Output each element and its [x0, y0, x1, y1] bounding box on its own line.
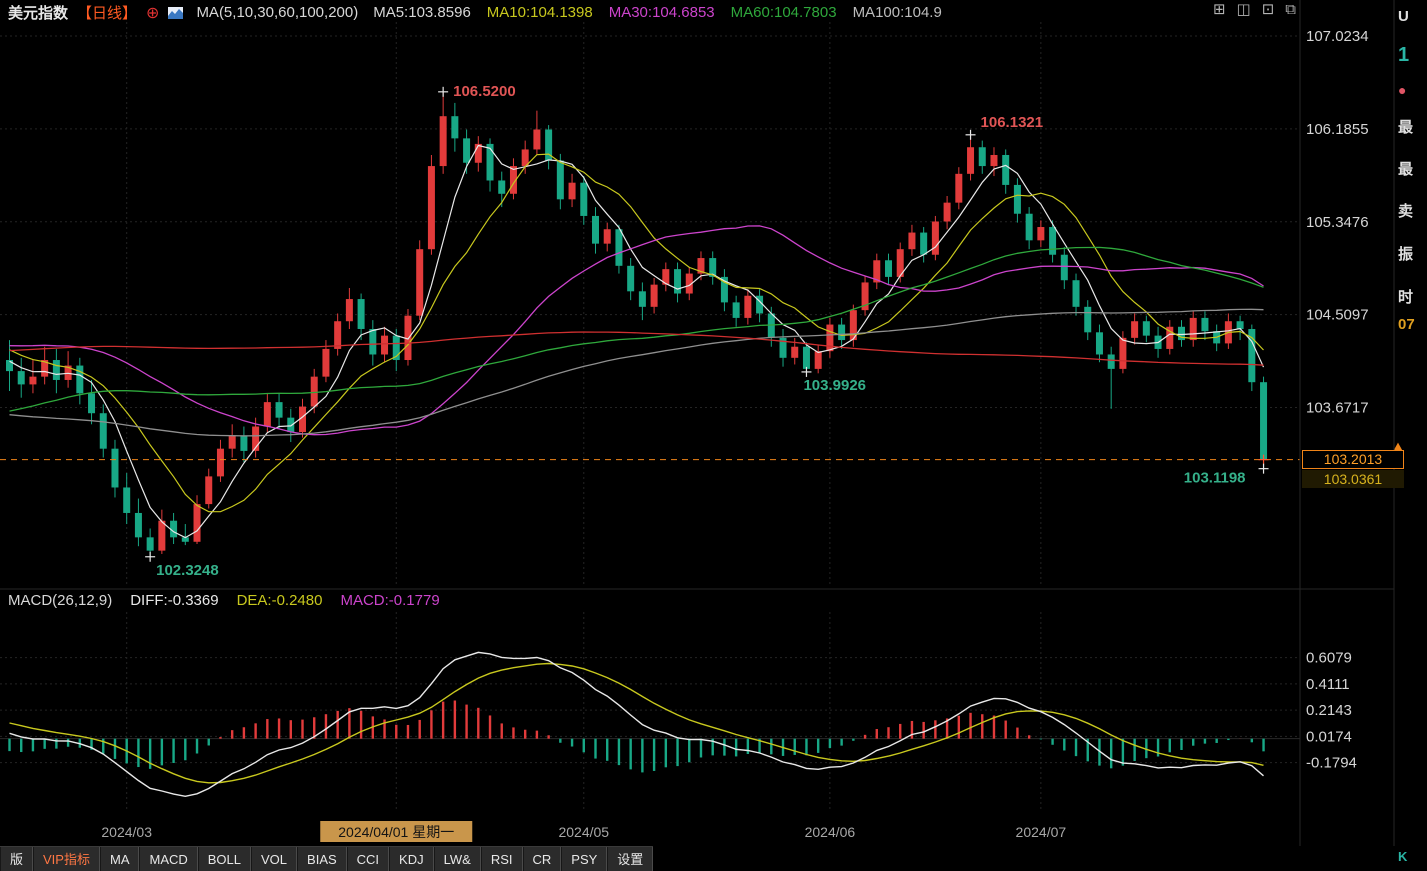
main-y-axis-label: 105.3476: [1306, 214, 1369, 231]
current-price-label: 103.2013: [1302, 449, 1404, 469]
chart-header: 美元指数 【日线】 ⊕ MA(5,10,30,60,100,200) MA5:1…: [8, 2, 942, 23]
single-layout-icon[interactable]: ⊡: [1261, 1, 1275, 18]
macd-y-axis-label: 0.6079: [1306, 650, 1352, 667]
toolbar-item-BIAS[interactable]: BIAS: [297, 847, 347, 871]
macd-header: MACD(26,12,9) DIFF:-0.3369 DEA:-0.2480 M…: [8, 592, 440, 609]
ma-line-30: [9, 225, 1264, 436]
toolbar-item-设置[interactable]: 设置: [607, 847, 654, 871]
candles-layer: [6, 91, 1268, 557]
quote-panel-item: 最: [1398, 119, 1414, 136]
quote-side-panel: U 1 ● 最最卖振时 07 K: [1398, 0, 1427, 871]
toolbar-item-PSY[interactable]: PSY: [561, 847, 608, 871]
indicator-toolbar: 版 VIP指标 MA MACD BOLL VOL BIAS CCI KDJ LW& RSI CR PSY…: [0, 846, 654, 871]
price-annotation: 103.9926: [803, 377, 866, 394]
price-annotation: 102.3248: [156, 562, 219, 579]
toolbar-item-VOL[interactable]: VOL: [251, 847, 298, 871]
diff-line: [9, 651, 1264, 798]
selected-date-highlight: [320, 821, 473, 842]
toolbar-item-CCI[interactable]: CCI: [346, 847, 390, 871]
toolbar-item-RSI[interactable]: RSI: [480, 847, 523, 871]
x-axis-label: 2024/07: [1016, 824, 1067, 840]
quote-panel-item: 1: [1398, 44, 1410, 66]
ma-line-60: [9, 246, 1264, 412]
macd-params-label: MACD(26,12,9): [8, 592, 113, 609]
ma-legend-MA30: MA30:104.6853: [608, 4, 715, 21]
toolbar-item-LW&[interactable]: LW&: [433, 847, 481, 871]
x-axis-label-selected: 2024/04/01 星期一: [338, 824, 454, 840]
quote-panel-item: 最: [1398, 161, 1414, 178]
quote-panel-item: K: [1398, 849, 1408, 864]
gridlines: [0, 22, 1300, 812]
mini-chart-icon[interactable]: [168, 6, 184, 19]
quote-panel-item: U: [1398, 8, 1409, 25]
quote-panel-item: 卖: [1398, 203, 1414, 220]
main-y-axis-label: 106.1855: [1306, 121, 1369, 138]
macd-diff-value: DIFF:-0.3369: [130, 592, 219, 609]
ma-line-5: [9, 144, 1265, 539]
split-layout-icon[interactable]: ◫: [1236, 1, 1251, 18]
price-arrow-icon: [1393, 442, 1403, 452]
ma-legend-MA10: MA10:104.1398: [486, 4, 593, 21]
ma-legend-MA5: MA5:103.8596: [373, 4, 471, 21]
macd-y-axis-label: 0.4111: [1306, 676, 1350, 693]
ma-line-10: [9, 153, 1264, 513]
ma-legend-values: MA5:103.8596 MA10:104.1398 MA30:104.6853 MA…: [373, 4, 942, 21]
macd-y-axis-label: 0.0174: [1306, 728, 1352, 745]
toolbar-item-CR[interactable]: CR: [522, 847, 562, 871]
symbol-name: 美元指数: [8, 5, 69, 22]
toolbar-item-KDJ[interactable]: KDJ: [389, 847, 434, 871]
main-y-axis-label: 103.6717: [1306, 399, 1369, 416]
main-y-axis-label: 104.5097: [1306, 307, 1369, 324]
toolbar-item-VIP指标[interactable]: VIP指标: [33, 847, 100, 871]
prev-close-label: 103.0361: [1302, 469, 1404, 488]
macd-layer: [8, 651, 1265, 798]
price-annotation: 106.5200: [453, 83, 516, 100]
ma-line-200: [9, 331, 1264, 366]
grid-layout-icon[interactable]: ⊞: [1212, 1, 1226, 18]
popout-icon[interactable]: ⧉: [1285, 1, 1296, 18]
x-axis-label: 2024/06: [805, 824, 856, 840]
quote-panel-item: 时: [1398, 289, 1414, 306]
price-chart-canvas[interactable]: 107.0234 106.1855 105.3476 104.5097 103.6717…: [0, 0, 1427, 846]
macd-y-axis-label: 0.2143: [1306, 702, 1352, 719]
price-annotation: 106.1321: [981, 114, 1044, 131]
x-axis-label: 2024/03: [101, 824, 152, 840]
macd-macd-value: MACD:-0.1779: [340, 592, 440, 609]
dea-line: [9, 662, 1264, 784]
ma-lines-layer: [9, 144, 1265, 539]
quote-panel-item: ●: [1398, 82, 1407, 98]
toolbar-item-MA[interactable]: MA: [99, 847, 140, 871]
quote-panel-item: 振: [1398, 246, 1414, 263]
add-indicator-icon[interactable]: ⊕: [146, 4, 160, 22]
ma-line-100: [9, 308, 1264, 437]
price-annotation: 103.1198: [1184, 470, 1246, 487]
ma-params-label: MA(5,10,30,60,100,200): [196, 4, 359, 21]
toolbar-item-MACD[interactable]: MACD: [139, 847, 198, 871]
macd-y-axis-label: -0.1794: [1306, 755, 1357, 772]
toolbar-item-BOLL[interactable]: BOLL: [197, 847, 252, 871]
macd-dea-value: DEA:-0.2480: [236, 592, 323, 609]
quote-panel-item: 07: [1398, 316, 1415, 333]
x-axis-label: 2024/05: [558, 824, 609, 840]
ma-legend-MA60: MA60:104.7803: [730, 4, 837, 21]
ma-legend-MA100: MA100:104.9: [852, 4, 942, 21]
overlay-layer: 107.0234 106.1855 105.3476 104.5097 103.6717…: [0, 28, 1403, 842]
main-y-axis-label: 107.0234: [1306, 28, 1369, 45]
period-label[interactable]: 【日线】: [77, 5, 138, 22]
toolbar-item-版[interactable]: 版: [0, 847, 34, 871]
layout-icons: ⊞ ◫ ⊡ ⧉: [1213, 1, 1296, 19]
